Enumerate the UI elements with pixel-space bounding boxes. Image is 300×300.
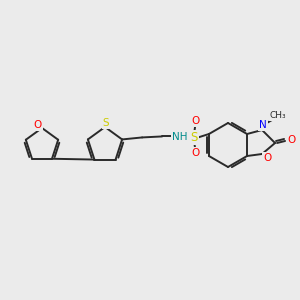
Text: O: O bbox=[263, 153, 271, 163]
Text: CH₃: CH₃ bbox=[270, 112, 286, 121]
Text: NH: NH bbox=[172, 132, 188, 142]
Text: O: O bbox=[287, 135, 295, 145]
Text: N: N bbox=[259, 120, 267, 130]
Text: O: O bbox=[34, 120, 42, 130]
Text: S: S bbox=[190, 131, 198, 144]
Text: S: S bbox=[103, 118, 109, 128]
Text: O: O bbox=[191, 116, 199, 126]
Text: O: O bbox=[191, 148, 199, 158]
